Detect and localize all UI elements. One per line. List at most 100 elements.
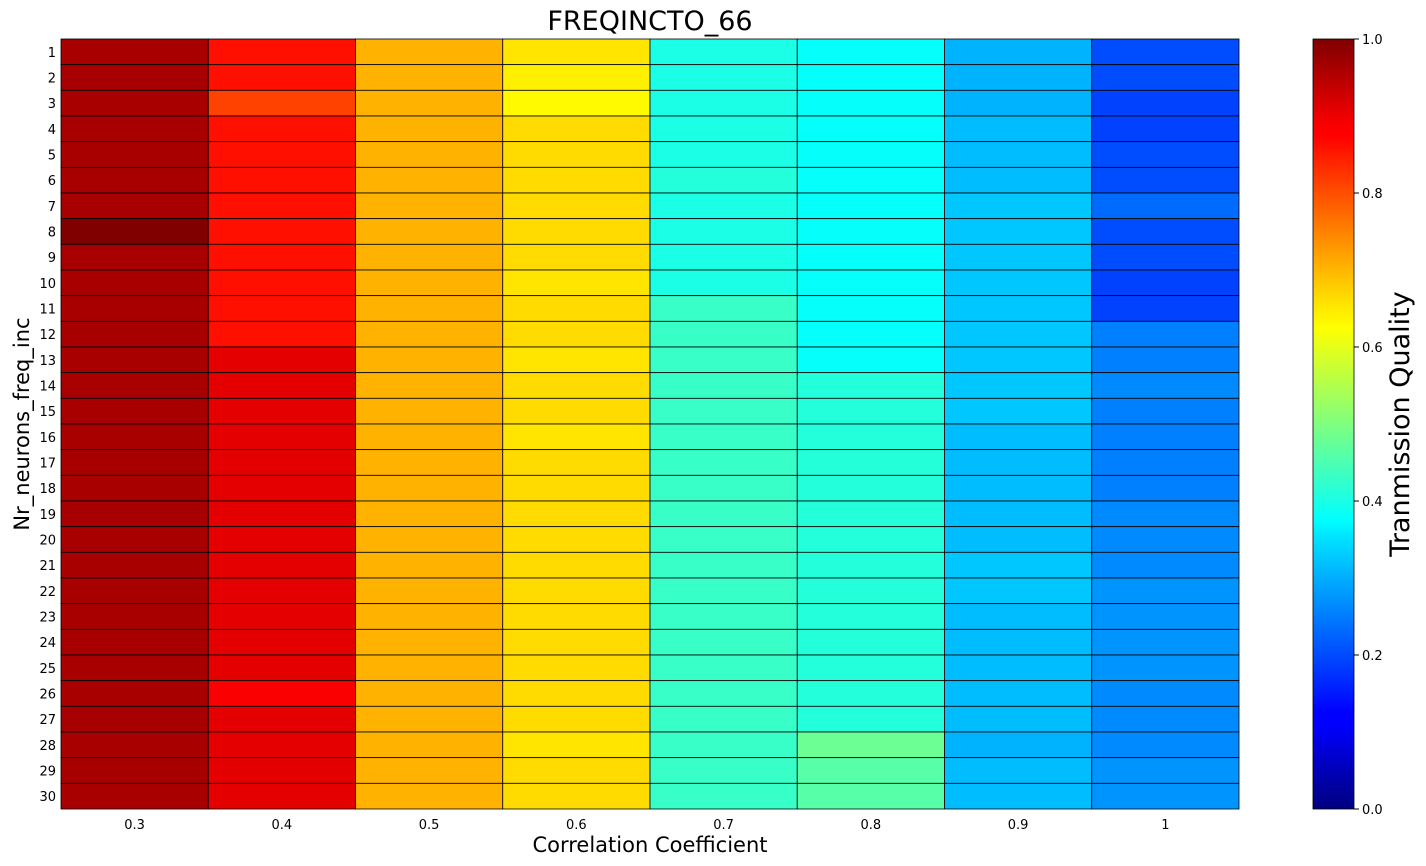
heatmap-cell xyxy=(502,474,651,502)
heatmap-cell xyxy=(649,551,798,579)
heatmap-cell xyxy=(502,680,651,707)
heatmap-cell xyxy=(207,628,356,656)
heatmap-cells xyxy=(60,38,1240,810)
x-tick-label: 0.8 xyxy=(861,818,882,833)
heatmap-cell xyxy=(796,603,945,630)
heatmap-cell xyxy=(649,423,798,451)
heatmap-cell xyxy=(207,141,356,168)
heatmap-cell xyxy=(355,166,504,194)
heatmap-cell xyxy=(796,295,945,322)
heatmap-cell xyxy=(60,782,209,810)
y-tick-label: 21 xyxy=(39,559,56,574)
heatmap-cell xyxy=(207,64,356,91)
y-tick-label: 23 xyxy=(39,611,56,626)
heatmap-cell xyxy=(502,166,651,194)
heatmap-cell xyxy=(1091,295,1240,322)
heatmap-cell xyxy=(60,320,209,348)
y-tick-label: 28 xyxy=(39,739,56,754)
heatmap-cell xyxy=(944,680,1093,707)
heatmap-cell xyxy=(502,218,651,245)
colorbar-tick-label: 0.2 xyxy=(1362,649,1383,664)
heatmap-cell xyxy=(60,295,209,322)
heatmap-cell xyxy=(355,680,504,707)
heatmap-cell xyxy=(649,757,798,784)
heatmap-cell xyxy=(796,192,945,220)
heatmap-cell xyxy=(355,141,504,168)
heatmap-cell xyxy=(60,192,209,220)
heatmap-cell xyxy=(1091,551,1240,579)
heatmap-cell xyxy=(796,346,945,374)
heatmap-cell xyxy=(502,320,651,348)
heatmap-cell xyxy=(944,38,1093,66)
heatmap-cell xyxy=(649,295,798,322)
heatmap-cell xyxy=(355,320,504,348)
heatmap-cell xyxy=(796,731,945,759)
heatmap-cell xyxy=(1091,64,1240,91)
heatmap-cell xyxy=(207,782,356,810)
heatmap-cell xyxy=(355,474,504,502)
heatmap-cell xyxy=(1091,141,1240,168)
heatmap-cell xyxy=(944,526,1093,553)
heatmap-cell xyxy=(944,115,1093,143)
heatmap-cell xyxy=(944,782,1093,810)
heatmap-cell xyxy=(502,423,651,451)
heatmap-cell xyxy=(60,551,209,579)
heatmap-cell xyxy=(60,654,209,682)
heatmap-cell xyxy=(944,423,1093,451)
heatmap-cell xyxy=(502,372,651,399)
y-tick-label: 16 xyxy=(39,431,56,446)
heatmap-cell xyxy=(944,500,1093,528)
heatmap-cell xyxy=(796,474,945,502)
y-tick-label: 19 xyxy=(39,508,56,523)
x-tick-label: 0.6 xyxy=(566,818,587,833)
heatmap-cell xyxy=(502,757,651,784)
colorbar-label: Tranmission Quality xyxy=(1385,291,1416,557)
heatmap-cell xyxy=(355,269,504,297)
heatmap-cell xyxy=(1091,603,1240,630)
heatmap-cell xyxy=(649,166,798,194)
heatmap-cell xyxy=(502,346,651,374)
heatmap-cell xyxy=(502,89,651,117)
heatmap-cell xyxy=(502,782,651,810)
heatmap-cell xyxy=(796,782,945,810)
heatmap-cell xyxy=(1091,320,1240,348)
heatmap-cell xyxy=(355,89,504,117)
colorbar-tick-label: 0.0 xyxy=(1362,803,1383,818)
heatmap-cell xyxy=(649,397,798,425)
y-tick-label: 3 xyxy=(48,97,56,112)
heatmap-cell xyxy=(355,218,504,245)
heatmap-cell xyxy=(207,654,356,682)
colorbar xyxy=(1312,38,1355,810)
heatmap-cell xyxy=(649,603,798,630)
chart-title: FREQINCTO_66 xyxy=(547,6,752,37)
y-tick-label: 5 xyxy=(48,149,56,164)
heatmap-cell xyxy=(649,64,798,91)
heatmap-cell xyxy=(502,243,651,271)
colorbar-tick-label: 0.6 xyxy=(1362,341,1383,356)
heatmap-cell xyxy=(1091,474,1240,502)
heatmap-cell xyxy=(207,449,356,476)
heatmap-cell xyxy=(1091,89,1240,117)
heatmap-cell xyxy=(207,705,356,733)
y-tick-label: 10 xyxy=(39,277,56,292)
heatmap-cell xyxy=(796,397,945,425)
heatmap-cell xyxy=(649,89,798,117)
x-tick-label: 0.9 xyxy=(1008,818,1029,833)
heatmap-cell xyxy=(207,295,356,322)
heatmap-cell xyxy=(355,603,504,630)
heatmap-cell xyxy=(60,757,209,784)
heatmap-cell xyxy=(1091,449,1240,476)
heatmap-cell xyxy=(502,577,651,605)
heatmap-cell xyxy=(1091,423,1240,451)
y-tick-label: 17 xyxy=(39,457,56,472)
heatmap-cell xyxy=(944,628,1093,656)
heatmap-cell xyxy=(207,269,356,297)
heatmap-cell xyxy=(355,243,504,271)
heatmap-cell xyxy=(944,551,1093,579)
heatmap-cell xyxy=(944,192,1093,220)
heatmap-cell xyxy=(207,166,356,194)
heatmap-cell xyxy=(796,115,945,143)
heatmap-cell xyxy=(502,192,651,220)
heatmap-cell xyxy=(796,628,945,656)
